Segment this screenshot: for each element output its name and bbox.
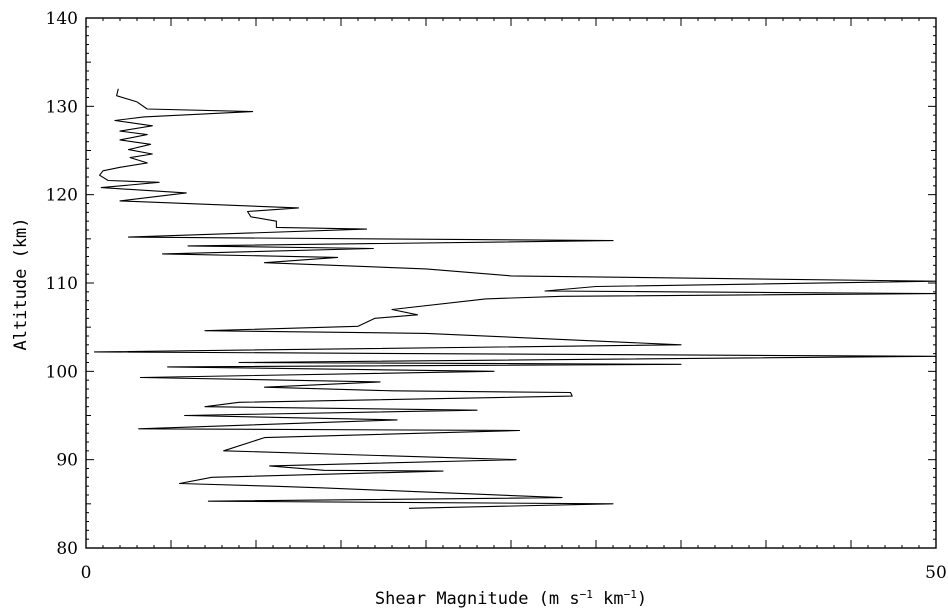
y-axis-title: Altitude (km) [11, 217, 31, 350]
y-tick-label: 130 [46, 97, 78, 117]
y-tick-label: 90 [56, 451, 78, 471]
y-tick-label: 100 [46, 362, 78, 382]
tick-labels: 80 90 100 110 120 130 140 0 50 [46, 9, 947, 583]
x-axis-title: Shear Magnitude (m s−1 km−1) [375, 588, 647, 610]
plot-frame [85, 17, 937, 549]
shear-profile-line [93, 88, 937, 509]
x-tick-label: 0 [81, 563, 92, 583]
y-tick-label: 120 [46, 186, 78, 206]
y-tick-label: 140 [46, 9, 78, 29]
x-tick-label: 50 [925, 563, 947, 583]
y-tick-label: 80 [56, 539, 78, 559]
y-tick-label: 110 [46, 274, 78, 294]
